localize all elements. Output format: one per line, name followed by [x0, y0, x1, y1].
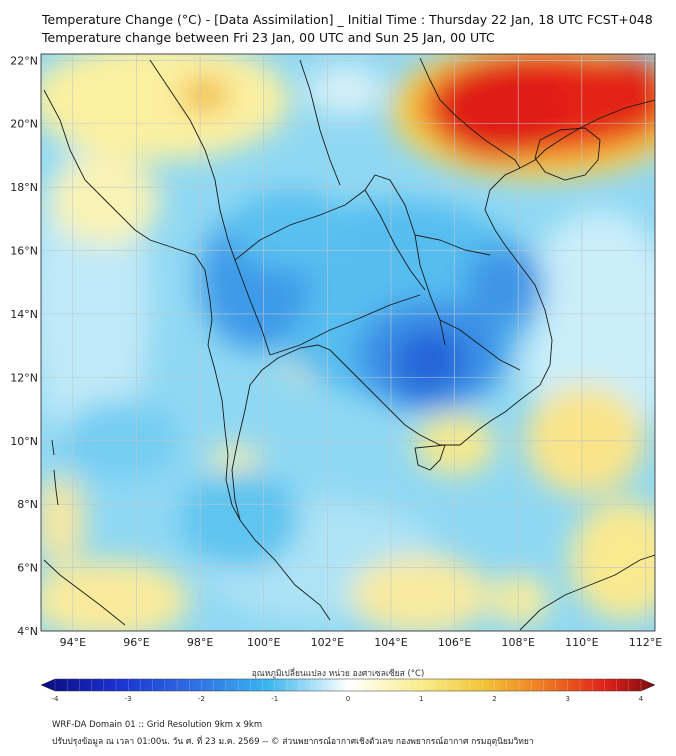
temperature-field: [41, 54, 655, 631]
longitude-label: 98°E: [187, 636, 213, 649]
latitude-label: 14°N: [10, 308, 38, 321]
colorbar-tick-label: 2: [492, 695, 496, 703]
colorbar-tick-label: -1: [271, 695, 278, 703]
colorbar-title: อุณหภูมิเปลี่ยนแปลง หน่วย องศาเซลเซียส (…: [251, 669, 425, 679]
longitude-label: 112°E: [629, 636, 662, 649]
coastlines: [43, 57, 655, 631]
longitude-label: 110°E: [565, 636, 598, 649]
latitude-label: 6°N: [17, 562, 38, 575]
longitude-label: 94°E: [60, 636, 86, 649]
latitude-label: 22°N: [10, 54, 38, 67]
longitude-label: 100°E: [247, 636, 280, 649]
colorbar-tick-label: -4: [52, 695, 60, 703]
colorbar-tick-label: 0: [346, 695, 350, 703]
latitude-label: 18°N: [10, 181, 38, 194]
longitude-label: 106°E: [438, 636, 471, 649]
colorbar-tick-label: 4: [639, 695, 644, 703]
colorbar-tick-label: 1: [419, 695, 423, 703]
colorbar-tick-label: -3: [125, 695, 132, 703]
latitude-label: 10°N: [10, 435, 38, 448]
colorbar-tick-label: 3: [566, 695, 570, 703]
longitude-label: 104°E: [374, 636, 407, 649]
latitude-labels: 22°N 20°N 18°N 16°N 14°N 12°N 10°N 8°N 6°N 4°N: [10, 54, 38, 638]
map-title: Temperature Change (°C) - [Data Assimila…: [42, 12, 653, 27]
latitude-label: 4°N: [17, 625, 38, 638]
map-subtitle: Temperature change between Fri 23 Jan, 0…: [42, 30, 495, 45]
latitude-label: 8°N: [17, 498, 38, 511]
map-frame: [40, 53, 656, 632]
colorbar-tick-label: -2: [198, 695, 205, 703]
latitude-label: 16°N: [10, 245, 38, 258]
footer-domain-info: WRF-DA Domain 01 :: Grid Resolution 9km …: [52, 720, 263, 730]
latitude-label: 12°N: [10, 371, 38, 384]
footer-update-info: ปรับปรุงข้อมูล ณ เวลา 01:00น. วัน ศ. ที่…: [52, 737, 534, 747]
longitude-labels: 94°E 96°E 98°E 100°E 102°E 104°E 106°E 108°E 110…: [60, 636, 663, 649]
graticule: [41, 54, 655, 632]
longitude-label: 96°E: [123, 636, 149, 649]
longitude-label: 102°E: [311, 636, 344, 649]
longitude-label: 108°E: [501, 636, 534, 649]
colorbar-bar: [40, 678, 656, 692]
latitude-label: 20°N: [10, 118, 38, 131]
colorbar: -4 -3 -2 -1 0 1 2 3 4: [40, 678, 656, 703]
